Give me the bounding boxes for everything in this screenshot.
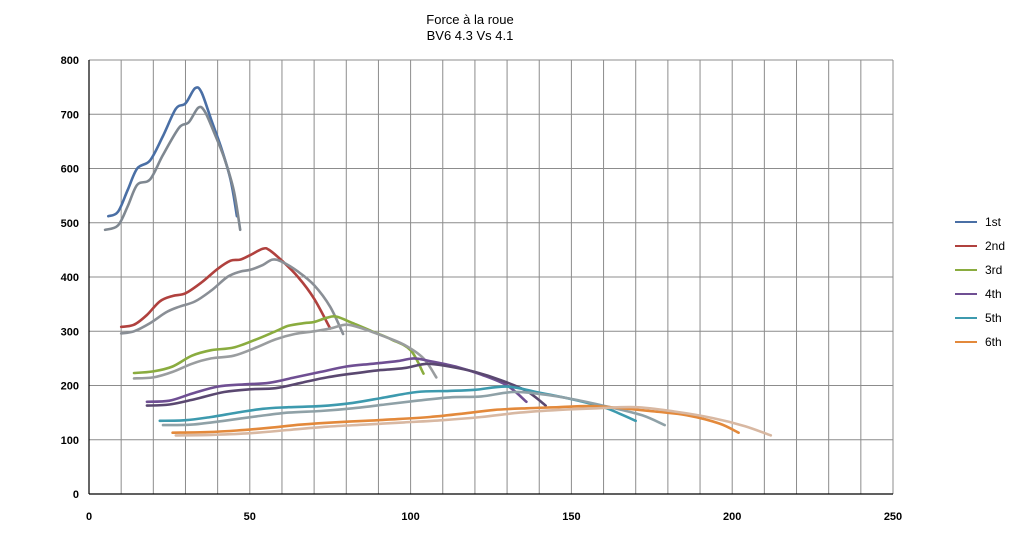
- chart-subtitle: BV6 4.3 Vs 4.1: [426, 28, 514, 43]
- ticks-layer: 0 100 200 300 400 500 600 700 800 0 50 100 150 200 250: [61, 55, 903, 523]
- y-tick-label: 0: [73, 489, 79, 501]
- x-tick-label: 100: [401, 511, 419, 523]
- y-tick-label: 400: [61, 272, 79, 284]
- y-tick-label: 100: [61, 435, 79, 447]
- series-line-1st-4_1: [103, 105, 242, 232]
- legend-swatch: [955, 245, 977, 247]
- legend-item-2nd: 2nd: [955, 234, 1020, 258]
- legend-label: 1st: [985, 215, 1002, 229]
- series-line-2nd-4_3: [119, 246, 332, 330]
- legend-label: 5th: [985, 311, 1002, 325]
- legend-label: 4th: [985, 287, 1002, 301]
- axis-layer: [88, 60, 893, 495]
- series-line-5th-4_1: [161, 390, 666, 427]
- chart-title: Force à la roue: [426, 12, 514, 27]
- y-tick-label: 300: [61, 326, 79, 338]
- legend-swatch: [955, 341, 977, 343]
- legend-item-4th: 4th: [955, 282, 1020, 306]
- y-tick-label: 800: [61, 55, 79, 67]
- legend: 1st 2nd 3rd 4th 5th 6th: [955, 210, 1020, 354]
- y-tick-label: 700: [61, 109, 79, 121]
- y-tick-label: 200: [61, 381, 79, 393]
- legend-label: 6th: [985, 335, 1002, 349]
- legend-label: 2nd: [985, 239, 1006, 253]
- legend-item-1st: 1st: [955, 210, 1020, 234]
- series-line-4th-4_3: [145, 357, 528, 404]
- series-layer: [103, 86, 773, 437]
- legend-label: 3rd: [985, 263, 1003, 277]
- legend-item-3rd: 3rd: [955, 258, 1020, 282]
- series-line-6th-4_3: [171, 404, 740, 434]
- series-line-2nd-4_1: [119, 258, 345, 336]
- legend-item-6th: 6th: [955, 330, 1020, 354]
- y-tick-label: 500: [61, 218, 79, 230]
- x-tick-label: 0: [86, 511, 92, 523]
- series-line-4th-4_1: [145, 362, 547, 407]
- x-tick-label: 50: [244, 511, 256, 523]
- legend-swatch: [955, 317, 977, 319]
- series-line-3rd-4_3: [132, 314, 425, 375]
- legend-swatch: [955, 221, 977, 223]
- x-tick-label: 150: [562, 511, 580, 523]
- legend-swatch: [955, 269, 977, 271]
- series-line-6th-4_1: [174, 405, 773, 437]
- y-tick-label: 600: [61, 164, 79, 176]
- grid-layer: [88, 59, 894, 495]
- legend-swatch: [955, 293, 977, 295]
- series-line-3rd-4_1: [132, 323, 438, 380]
- legend-item-5th: 5th: [955, 306, 1020, 330]
- x-tick-label: 250: [884, 511, 902, 523]
- x-tick-label: 200: [723, 511, 741, 523]
